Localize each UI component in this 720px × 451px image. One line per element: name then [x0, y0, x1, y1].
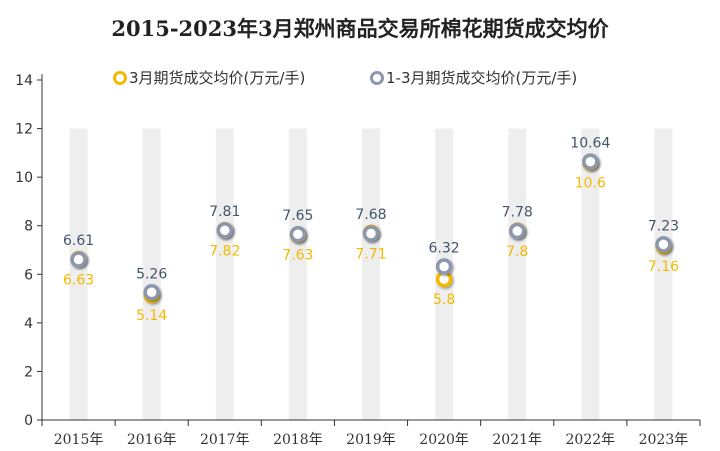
x-tick-label: 2022年 — [566, 432, 616, 448]
legend-label-ytd: 1-3月期货成交均价(万元/手) — [386, 69, 577, 87]
chart-title: 2015-2023年3月郑州商品交易所棉花期货成交均价 — [111, 16, 609, 41]
ytd-point — [70, 251, 87, 268]
x-tick-label: 2018年 — [273, 432, 323, 448]
x-tick-label: 2017年 — [200, 432, 250, 448]
march-value-label: 7.63 — [282, 248, 313, 264]
ytd-value-label: 7.65 — [282, 208, 313, 224]
legend-label-march: 3月期货成交均价(万元/手) — [129, 69, 305, 87]
ytd-value-label: 5.26 — [136, 266, 167, 282]
ytd-point — [655, 236, 672, 253]
data-labels: 6.61 6.63 5.26 5.14 7.81 7.82 7.65 7.63 7.68 7.71… — [63, 136, 679, 325]
ytd-point — [216, 222, 234, 239]
ytd-point — [289, 225, 307, 243]
ytd-value-label: 7.78 — [502, 205, 533, 221]
ytd-point — [508, 222, 526, 240]
march-value-label: 6.63 — [63, 272, 94, 288]
background-band — [215, 128, 234, 421]
y-tick-label: 14 — [15, 73, 33, 89]
ytd-point — [362, 225, 380, 242]
x-tick-label: 2020年 — [419, 432, 469, 448]
x-axis: 2015年 2016年 2017年 2018年 2019年 2020年 2021年 2022年… — [41, 419, 701, 448]
ytd-point — [143, 284, 160, 301]
ytd-value-label: 7.23 — [648, 218, 679, 234]
legend-marker-march — [113, 71, 127, 85]
background-band — [288, 128, 307, 421]
march-value-label: 10.6 — [575, 176, 606, 192]
legend-marker-ytd — [370, 71, 384, 85]
march-value-label: 5.14 — [136, 308, 167, 324]
background-band — [69, 128, 88, 421]
background-band — [362, 128, 380, 421]
data-points — [70, 153, 672, 304]
march-value-label: 7.16 — [648, 259, 679, 275]
background-band — [508, 128, 527, 421]
x-tick-label: 2023年 — [639, 432, 689, 448]
legend: 3月期货成交均价(万元/手) 1-3月期货成交均价(万元/手) — [113, 69, 577, 87]
y-tick-label: 10 — [15, 170, 33, 186]
background-band — [142, 128, 161, 421]
x-tick-label: 2019年 — [346, 432, 396, 448]
ytd-point — [582, 153, 599, 170]
y-tick-label: 0 — [24, 413, 33, 429]
background-band — [581, 128, 600, 421]
background-band — [654, 128, 673, 421]
x-tick-label: 2015年 — [54, 432, 104, 448]
y-tick-label: 6 — [24, 267, 33, 283]
y-tick-label: 12 — [15, 122, 33, 138]
march-value-label: 7.82 — [209, 243, 240, 259]
march-value-label: 7.8 — [506, 244, 528, 260]
ytd-value-label: 7.81 — [209, 204, 240, 220]
ytd-value-label: 7.68 — [355, 207, 386, 223]
ytd-value-label: 10.64 — [570, 136, 610, 152]
background-bands — [69, 128, 673, 421]
y-tick-label: 8 — [24, 219, 33, 235]
y-tick-label: 4 — [24, 316, 33, 332]
march-value-label: 7.71 — [355, 246, 386, 262]
ytd-value-label: 6.32 — [429, 241, 460, 257]
y-tick-label: 2 — [24, 364, 33, 380]
march-value-label: 5.8 — [433, 292, 455, 308]
y-axis: 0 2 4 6 8 10 12 14 — [15, 73, 43, 429]
x-tick-label: 2021年 — [492, 432, 542, 448]
x-tick-label: 2016年 — [127, 432, 177, 448]
ytd-value-label: 6.61 — [63, 233, 94, 249]
ytd-point — [435, 258, 453, 275]
